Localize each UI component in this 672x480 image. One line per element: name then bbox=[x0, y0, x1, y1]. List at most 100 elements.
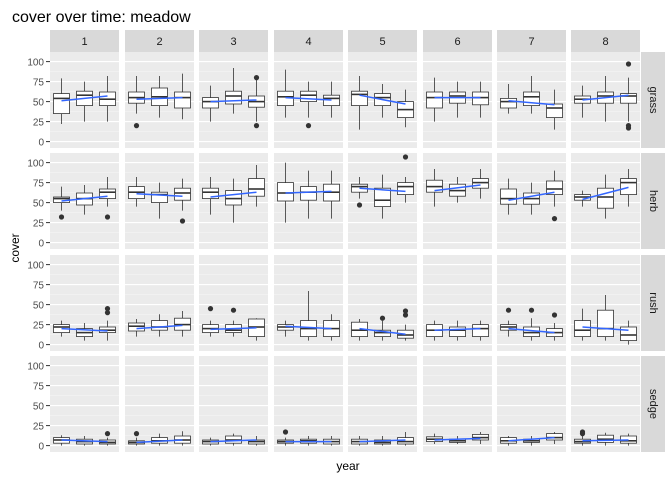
trend-line bbox=[582, 94, 629, 101]
box bbox=[174, 91, 191, 109]
box bbox=[277, 182, 294, 202]
trend-line bbox=[61, 327, 108, 332]
box bbox=[546, 103, 563, 118]
facet-panel bbox=[125, 52, 194, 148]
column-strip bbox=[571, 30, 640, 52]
column-strip-label: 6 bbox=[454, 36, 460, 48]
trend-line bbox=[434, 437, 481, 441]
outlier-point bbox=[230, 307, 237, 313]
y-tick-label: 50 bbox=[33, 402, 45, 413]
outlier-point bbox=[282, 429, 289, 435]
trend-line bbox=[61, 95, 108, 102]
facet-panel bbox=[50, 153, 119, 249]
box bbox=[574, 320, 591, 338]
outlier-point bbox=[104, 214, 111, 220]
facet-panel bbox=[348, 356, 417, 452]
facet-panel bbox=[348, 52, 417, 148]
box bbox=[323, 94, 340, 106]
y-tick-label: 25 bbox=[33, 118, 45, 129]
trend-line bbox=[508, 436, 555, 442]
y-tick-label: 75 bbox=[33, 281, 45, 292]
box bbox=[53, 93, 70, 114]
y-tick-label: 0 bbox=[38, 239, 44, 250]
column-strip bbox=[348, 30, 417, 52]
y-tick-label: 0 bbox=[38, 138, 44, 149]
box bbox=[300, 186, 317, 201]
row-strip bbox=[641, 356, 665, 452]
column-strip bbox=[274, 30, 343, 52]
column-strip-label: 5 bbox=[379, 36, 385, 48]
facet-panel bbox=[497, 255, 566, 351]
box bbox=[397, 182, 414, 196]
outlier-point bbox=[528, 307, 535, 313]
box bbox=[426, 91, 443, 109]
column-strip-label: 1 bbox=[81, 36, 87, 48]
box bbox=[597, 187, 614, 209]
outlier-point bbox=[402, 312, 409, 318]
box bbox=[374, 329, 391, 338]
facet-panel bbox=[348, 153, 417, 249]
facet-panel bbox=[274, 52, 343, 148]
outlier-point bbox=[402, 154, 409, 160]
outlier-point bbox=[579, 431, 586, 437]
trend-line bbox=[285, 190, 332, 194]
facet-panel bbox=[274, 255, 343, 351]
box bbox=[472, 91, 489, 106]
box bbox=[225, 90, 242, 105]
trend-line bbox=[582, 439, 629, 442]
facet-panel bbox=[497, 153, 566, 249]
y-tick-label: 0 bbox=[38, 341, 44, 352]
trend-line bbox=[136, 193, 183, 197]
chart-title: cover over time: meadow bbox=[12, 9, 191, 26]
facet-panel bbox=[423, 356, 492, 452]
y-tick-label: 75 bbox=[33, 179, 45, 190]
trend-line bbox=[210, 439, 257, 443]
box bbox=[546, 180, 563, 195]
facet-panel bbox=[199, 153, 268, 249]
outlier-point bbox=[253, 123, 260, 129]
trend-line bbox=[61, 195, 108, 202]
box bbox=[500, 98, 517, 109]
facet-panel bbox=[497, 52, 566, 148]
y-tick-label: 100 bbox=[27, 159, 44, 170]
box bbox=[202, 97, 219, 109]
outlier-point bbox=[379, 315, 386, 321]
facet-panel bbox=[125, 356, 194, 452]
facet-panel bbox=[199, 356, 268, 452]
column-strip-label: 2 bbox=[156, 36, 162, 48]
outlier-point bbox=[104, 310, 111, 316]
trend-line bbox=[210, 99, 257, 103]
trend-line bbox=[359, 327, 406, 335]
trend-line bbox=[210, 191, 257, 198]
box bbox=[374, 187, 391, 207]
facet-panel bbox=[571, 255, 640, 351]
box bbox=[351, 90, 368, 106]
facet-panel bbox=[274, 356, 343, 452]
outlier-point bbox=[104, 431, 111, 437]
box bbox=[472, 324, 489, 338]
outlier-point bbox=[179, 218, 186, 224]
facet-panel bbox=[423, 52, 492, 148]
outlier-point bbox=[505, 307, 512, 313]
facet-panel bbox=[50, 255, 119, 351]
column-strip-label: 7 bbox=[528, 36, 534, 48]
facet-panel bbox=[125, 153, 194, 249]
outlier-point bbox=[625, 61, 632, 67]
trend-line bbox=[359, 439, 406, 443]
outlier-point bbox=[207, 306, 214, 312]
outlier-point bbox=[356, 202, 363, 208]
y-tick-label: 25 bbox=[33, 219, 45, 230]
y-tick-label: 25 bbox=[33, 422, 45, 433]
y-tick-label: 100 bbox=[27, 58, 44, 69]
facet-panel bbox=[274, 153, 343, 249]
outlier-point bbox=[104, 306, 111, 312]
facet-panel bbox=[423, 153, 492, 249]
trend-line bbox=[61, 439, 108, 443]
y-tick-label: 50 bbox=[33, 301, 45, 312]
box bbox=[449, 326, 466, 338]
outlier-point bbox=[551, 216, 558, 222]
box bbox=[546, 433, 563, 441]
trend-line bbox=[434, 327, 481, 331]
outlier-point bbox=[133, 123, 140, 129]
trend-line bbox=[136, 324, 183, 330]
